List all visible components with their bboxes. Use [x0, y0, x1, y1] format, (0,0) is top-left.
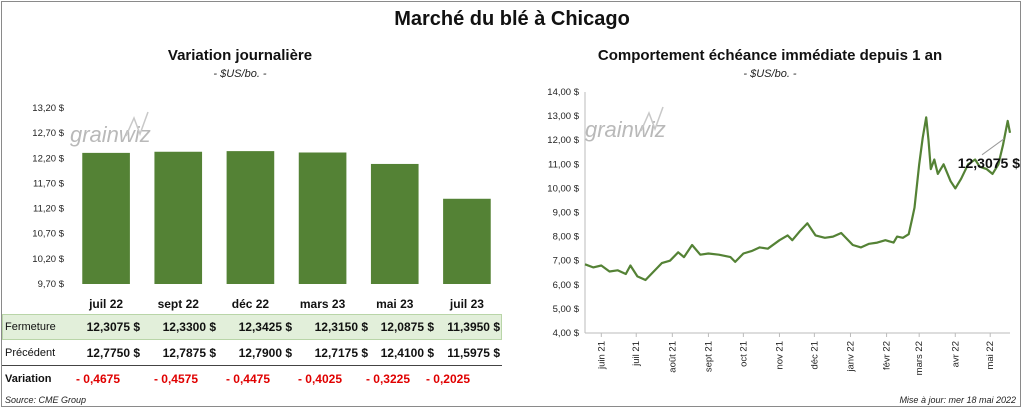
table-cell-negative: - 0,4675 — [75, 372, 120, 386]
y-tick-label: 5,00 $ — [553, 304, 580, 315]
y-tick-label: 11,20 $ — [33, 204, 65, 215]
y-tick-label: 13,00 $ — [547, 111, 579, 122]
bar — [154, 151, 203, 284]
x-tick-label: sept 21 — [703, 341, 714, 372]
y-tick-label: 12,70 $ — [32, 128, 64, 139]
left-chart-title: Variation journalière — [167, 47, 313, 64]
category-label: mai 23 — [376, 297, 414, 311]
table-cell: 12,3150 $ — [314, 320, 368, 334]
x-tick-label: janv 22 — [845, 341, 856, 373]
category-label: sept 22 — [158, 297, 200, 311]
table-cell: 12,3075 $ — [86, 320, 140, 334]
y-tick-label: 10,00 $ — [547, 183, 579, 194]
category-label: juil 23 — [449, 297, 484, 311]
x-tick-label: juin 21 — [596, 341, 607, 370]
category-label: mars 23 — [300, 297, 346, 311]
watermark-text: grainwiz — [585, 117, 666, 142]
y-tick-label: 10,70 $ — [32, 229, 64, 240]
updated-note: Mise à jour: mer 18 mai 2022 — [899, 395, 1016, 405]
right-chart-unit: - $US/bo. - — [743, 68, 797, 80]
x-tick-label: juil 21 — [631, 341, 642, 367]
x-tick-label: avr 22 — [950, 341, 961, 367]
main-title: Marché du blé à Chicago — [394, 8, 630, 30]
x-tick-label: août 21 — [667, 341, 678, 373]
y-tick-label: 11,00 $ — [548, 159, 580, 170]
category-label: juil 22 — [88, 297, 123, 311]
y-tick-label: 9,00 $ — [553, 208, 580, 219]
table-cell: 11,3950 $ — [447, 320, 500, 334]
table-cell: 12,0875 $ — [380, 320, 434, 334]
bar — [298, 152, 347, 284]
table-cell: 12,3425 $ — [238, 320, 292, 334]
y-tick-label: 7,00 $ — [553, 256, 580, 267]
fermeture-row-bg — [2, 314, 502, 340]
table-cell-negative: - 0,4025 — [297, 372, 342, 386]
y-tick-label: 14,00 $ — [547, 87, 579, 98]
grainwiz-watermark: grainwiz — [70, 111, 151, 147]
bar-chart: 9,70 $ 10,20 $ 10,70 $ 11,20 $ 11,70 $ 12,20 … — [32, 103, 491, 311]
y-tick-label: 9,70 $ — [38, 279, 65, 290]
last-value-leader — [981, 138, 1005, 156]
source-note: Source: CME Group — [5, 395, 87, 405]
table-cell-negative: - 0,2025 — [425, 372, 470, 386]
watermark-wheat-icon — [125, 111, 149, 137]
table-cell: 12,3300 $ — [162, 320, 216, 334]
y-tick-label: 12,00 $ — [547, 135, 579, 146]
y-tick-label: 4,00 $ — [553, 328, 580, 339]
x-tick-label: févr 22 — [882, 341, 893, 370]
price-line — [584, 116, 1012, 282]
x-tick-label: nov 21 — [774, 341, 785, 370]
category-label: déc 22 — [232, 297, 270, 311]
grainwiz-watermark: grainwiz — [585, 106, 666, 142]
table-cell: 12,7750 $ — [86, 346, 140, 360]
table-cell: 12,7175 $ — [314, 346, 368, 360]
table-cell-negative: - 0,4475 — [225, 372, 270, 386]
y-tick-label: 6,00 $ — [553, 280, 580, 291]
last-value-label: 12,3075 $ — [958, 155, 1020, 171]
table-divider — [2, 365, 502, 366]
y-tick-label: 10,20 $ — [32, 254, 64, 265]
y-tick-label: 13,20 $ — [32, 103, 64, 114]
table-cell: 12,7900 $ — [238, 346, 292, 360]
table-cell: 11,5975 $ — [447, 346, 500, 360]
bar — [226, 151, 275, 284]
y-tick-label: 8,00 $ — [553, 232, 580, 243]
table-cell: 12,4100 $ — [380, 346, 434, 360]
bar — [443, 198, 491, 284]
y-tick-label: 11,70 $ — [33, 178, 65, 189]
bar — [370, 163, 419, 284]
line-chart: 4,00 $ 5,00 $ 6,00 $ 7,00 $ 8,00 $ 9,00 $ 10,0… — [547, 87, 1020, 375]
x-tick-label: mai 22 — [985, 341, 996, 370]
table-cell: 12,7875 $ — [162, 346, 216, 360]
table-cell-negative: - 0,4575 — [153, 372, 198, 386]
row-label-fermeture: Fermeture — [5, 321, 56, 333]
watermark-wheat-icon — [640, 106, 664, 132]
left-chart-unit: - $US/bo. - — [213, 68, 267, 80]
bar — [82, 152, 130, 284]
table-cell-negative: - 0,3225 — [365, 372, 410, 386]
watermark-text: grainwiz — [70, 122, 151, 147]
right-chart-title: Comportement échéance immédiate depuis 1… — [597, 47, 943, 64]
row-label-variation: Variation — [5, 373, 52, 385]
x-tick-label: mars 22 — [914, 341, 925, 375]
row-label-precedent: Précédent — [5, 347, 56, 359]
y-tick-label: 12,20 $ — [32, 153, 64, 164]
x-tick-label: déc 21 — [809, 341, 820, 370]
x-tick-label: oct 21 — [738, 341, 749, 367]
